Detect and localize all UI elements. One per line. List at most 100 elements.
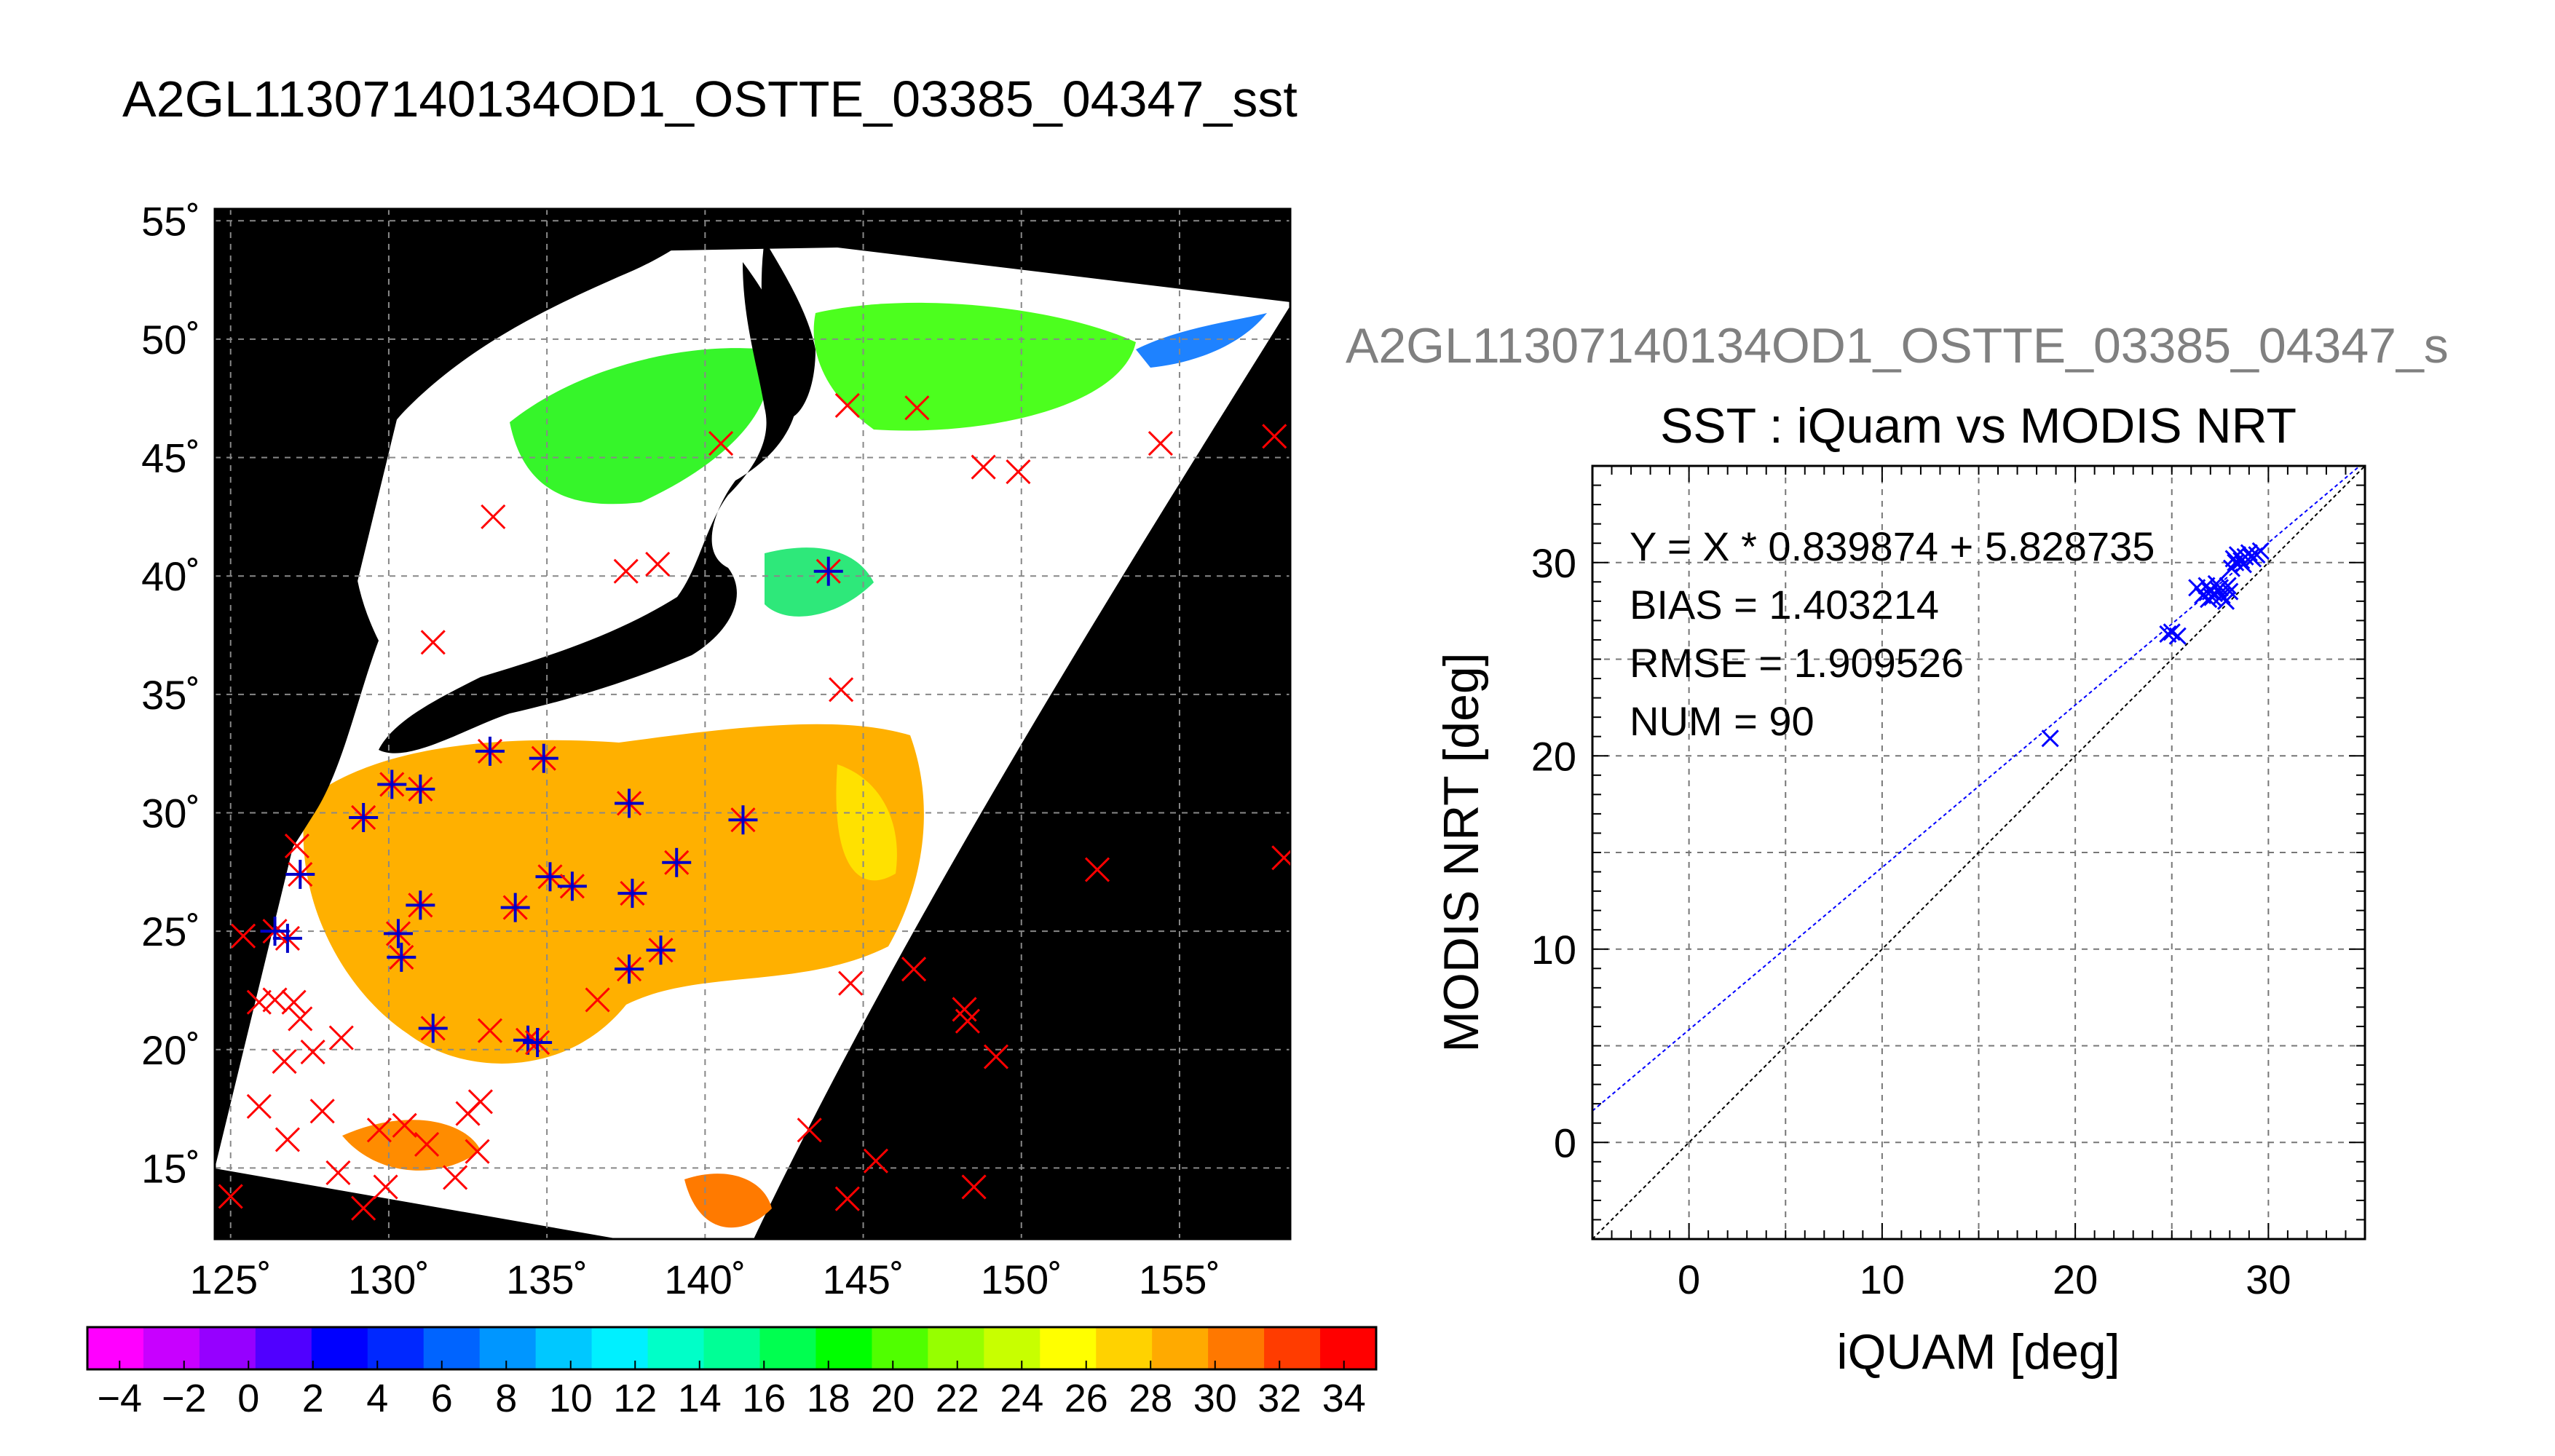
map-x-tick-labels: 125˚ 130˚ 135˚ 140˚ 145˚ 150˚ 155˚ <box>190 1257 1220 1302</box>
land-japan <box>379 262 799 753</box>
map-obs-marker <box>281 989 307 1015</box>
map-x-tick-label: 140˚ <box>664 1257 746 1302</box>
scatter-point <box>2168 627 2187 645</box>
map-obs-marker <box>443 1165 468 1190</box>
map-obs-marker <box>481 504 506 529</box>
scatter-file-subtitle: A2GL11307140134OD1_OSTTE_03385_04347_s <box>1346 318 2449 373</box>
map-y-tick-label: 40˚ <box>141 553 200 599</box>
map-x-tick-label: 130˚ <box>348 1257 430 1302</box>
scatter-point <box>2159 625 2177 644</box>
map-y-tick-label: 15˚ <box>141 1145 200 1191</box>
scatter-points <box>2041 542 2270 748</box>
colorbar-cell <box>591 1327 649 1369</box>
map-frame <box>213 207 1292 1241</box>
scatter-point <box>2163 623 2181 641</box>
map-obs-marker <box>351 1195 376 1221</box>
map-obs-marker <box>300 1039 325 1065</box>
colorbar-cell <box>367 1327 424 1369</box>
colorbar-cell <box>647 1327 705 1369</box>
colorbar-cell <box>535 1327 593 1369</box>
map-x-tick-label: 125˚ <box>190 1257 272 1302</box>
colorbar-cell <box>1096 1327 1153 1369</box>
map-obs-marker <box>275 1127 300 1152</box>
map-obs-marker <box>1271 850 1290 871</box>
swath-south-orange-2 <box>684 1174 772 1228</box>
colorbar-cell <box>816 1327 872 1369</box>
colorbar-tick-label: 28 <box>1129 1377 1172 1420</box>
scatter-reference-lines <box>1592 466 2365 1239</box>
colorbar-tick-label: 20 <box>871 1377 915 1420</box>
map-y-tick-label: 20˚ <box>141 1027 200 1073</box>
colorbar-cell <box>928 1327 984 1369</box>
map-x-tick-label: 135˚ <box>506 1257 588 1302</box>
map-y-tick-label: 55˚ <box>141 198 200 244</box>
swath-kuril-blue <box>1136 313 1267 368</box>
colorbar-cell <box>984 1327 1040 1369</box>
scatter-x-tick-label: 0 <box>1678 1257 1700 1302</box>
map-obs-marker <box>1006 459 1031 485</box>
land-sakhalin <box>761 240 816 419</box>
colorbar-tick-label: 8 <box>495 1377 517 1420</box>
map-obs-marker <box>284 833 310 859</box>
scatter-y-tick-label: 30 <box>1531 540 1576 586</box>
map-obs-marker <box>309 1099 335 1124</box>
scatter-x-tick-label: 20 <box>2053 1257 2098 1302</box>
map-obs-marker <box>1148 430 1173 456</box>
map-y-tick-labels: 15˚ 20˚ 25˚ 30˚ 35˚ 40˚ 45˚ 50˚ 55˚ <box>141 198 200 1191</box>
scatter-y-tick-label: 20 <box>1531 733 1576 779</box>
map-obs-marker <box>328 1025 354 1051</box>
scatter-point <box>2211 579 2230 597</box>
scatter-x-axis-label: iQUAM [deg] <box>1836 1324 2120 1380</box>
map-obs-marker <box>288 1006 313 1032</box>
map-obs-marker <box>246 989 272 1015</box>
colorbar-tick-label: 34 <box>1322 1377 1366 1420</box>
map-obs-marker <box>272 1048 297 1075</box>
map-obs-marker <box>983 1044 1009 1069</box>
swath-yellow-patches <box>836 764 897 881</box>
map-obs-marker <box>838 970 864 996</box>
swath-north-waters <box>510 348 769 505</box>
colorbar-cells <box>87 1327 1377 1369</box>
map-obs-marker <box>467 1089 493 1115</box>
scatter-title: SST : iQuam vs MODIS NRT <box>1660 398 2297 454</box>
map-obs-marker <box>955 1008 980 1034</box>
map-obs-marker <box>585 987 610 1013</box>
map-obs-marker <box>952 997 977 1022</box>
map-obs-marker <box>708 430 734 456</box>
colorbar-cell <box>311 1327 368 1369</box>
map-obs-marker <box>961 1174 987 1200</box>
colorbar-cell <box>1320 1327 1377 1369</box>
colorbar-cell <box>703 1327 760 1369</box>
colorbar-tick-label: 2 <box>302 1377 324 1420</box>
scatter-point <box>2216 592 2235 610</box>
map-obs-marker <box>231 923 256 949</box>
colorbar-tick-label: −2 <box>162 1377 207 1420</box>
scatter-point <box>2251 542 2270 560</box>
map-imagery <box>215 209 1290 1239</box>
colorbar-tick-label: 22 <box>936 1377 979 1420</box>
scatter-point <box>2221 582 2239 601</box>
map-obs-marker <box>834 1186 860 1211</box>
map-obs-marker <box>325 1160 351 1185</box>
map-y-tick-label: 35˚ <box>141 672 200 718</box>
identity-line <box>1592 466 2365 1239</box>
map-obs-marker <box>904 395 930 421</box>
colorbar-frame <box>86 1326 1378 1371</box>
map-obs-marker <box>829 677 854 703</box>
colorbar: −4 −2 0 2 4 6 8 10 12 14 16 18 20 22 24 26 28 30 32 34 <box>86 1326 1378 1420</box>
colorbar-tick-label: 6 <box>431 1377 453 1420</box>
colorbar-tick-label: 26 <box>1065 1377 1108 1420</box>
scatter-point <box>2240 544 2258 562</box>
stats-rmse: RMSE = 1.909526 <box>1630 640 1964 686</box>
scatter-point <box>2222 559 2241 577</box>
scatter-frame <box>1591 464 2366 1241</box>
colorbar-cell <box>255 1327 312 1369</box>
map-obs-marker <box>834 392 860 419</box>
colorbar-cell <box>1264 1327 1321 1369</box>
map-obs-marker <box>366 1117 392 1143</box>
map-obs-marker <box>218 1184 243 1209</box>
map-x-tick-label: 150˚ <box>981 1257 1062 1302</box>
map-obs-marker <box>645 551 671 577</box>
map-obs-marker <box>477 1018 502 1043</box>
regression-line <box>1592 466 2361 1112</box>
